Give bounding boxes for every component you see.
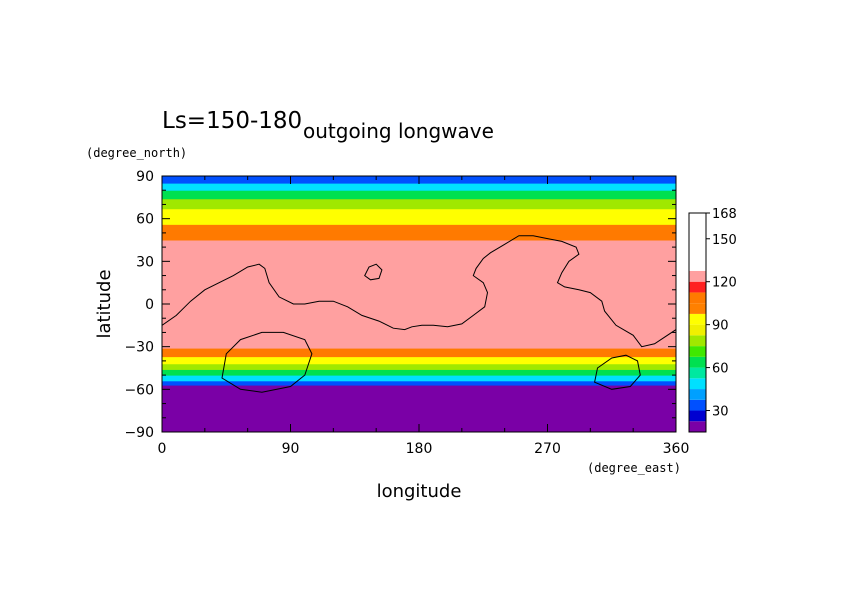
band-13 <box>162 190 676 200</box>
region-1 <box>554 242 676 276</box>
colorbar-segment-11 <box>689 303 706 314</box>
x-tick-label-4: 360 <box>663 441 690 457</box>
y-tick-label-5: −60 <box>124 382 154 398</box>
x-tick-label-3: 270 <box>534 441 561 457</box>
colorbar-segment-3 <box>689 389 706 400</box>
x-tick-label-0: 0 <box>158 441 167 457</box>
colorbar-segment-2 <box>689 399 706 411</box>
colorbar-label-2: 120 <box>712 276 737 291</box>
band-layer <box>162 176 676 432</box>
colorbar-segment-4 <box>689 378 706 390</box>
colorbar-label-4: 60 <box>712 362 729 377</box>
band-1 <box>162 380 676 386</box>
x-axis-label: longitude <box>377 481 462 502</box>
colorbar-segment-8 <box>689 335 706 347</box>
region-2 <box>162 286 205 322</box>
colorbar-segment-6 <box>689 356 706 368</box>
colorbar-segment-14 <box>689 270 706 282</box>
colorbar-segment-5 <box>689 367 706 379</box>
colorbar-segment-0 <box>689 421 706 432</box>
band-4 <box>162 363 676 370</box>
colorbar: 168 150 120 90 60 30 <box>688 207 737 433</box>
y-tick-label-3: 0 <box>145 297 154 313</box>
band-7 <box>162 335 676 349</box>
y-tick-label-6: −90 <box>124 425 154 441</box>
y-axis-label: latitude <box>94 269 115 338</box>
region-3 <box>239 265 305 327</box>
y-tick-label-2: 30 <box>136 254 154 270</box>
band-12 <box>162 198 676 210</box>
x-axis: 0 90 180 270 360 <box>158 176 690 457</box>
band-6 <box>162 348 676 358</box>
contour-line-3 <box>594 354 641 390</box>
x-tick-label-2: 180 <box>406 441 433 457</box>
chart-subtitle: Ls=150-180 <box>162 108 302 134</box>
colorbar-label-1: 150 <box>712 233 737 248</box>
y-tick-label-1: 60 <box>136 212 154 228</box>
x-tick-label-1: 90 <box>282 441 300 457</box>
y-tick-label-4: −30 <box>124 340 154 356</box>
band-3 <box>162 369 676 376</box>
band-14 <box>162 183 676 191</box>
colorbar-label-3: 90 <box>712 319 729 334</box>
contour-line-0 <box>162 235 676 348</box>
chart-title: outgoing longwave <box>303 119 494 143</box>
x-unit-label: (degree_east) <box>587 461 681 475</box>
y-axis: 90 60 30 0 −30 −60 −90 <box>124 169 676 441</box>
plot-area <box>161 175 677 433</box>
colorbar-segment-9 <box>689 324 706 336</box>
colorbar-segment-10 <box>689 313 706 325</box>
region-7 <box>256 281 264 297</box>
y-tick-label-0: 90 <box>136 169 154 185</box>
colorbar-segment-1 <box>689 410 706 422</box>
region-6 <box>590 261 676 329</box>
colorbar-segment-13 <box>689 281 706 293</box>
colorbar-label-0: 168 <box>712 207 737 222</box>
colorbar-segment-12 <box>689 292 706 304</box>
region-layer <box>162 242 676 336</box>
y-unit-label: (degree_north) <box>86 146 187 160</box>
band-5 <box>162 356 676 365</box>
colorbar-frame <box>688 212 707 433</box>
colorbar-segment-7 <box>689 346 706 357</box>
band-2 <box>162 375 676 382</box>
contour-layer <box>162 235 676 393</box>
band-10 <box>162 224 676 241</box>
contour-line-1 <box>364 263 383 281</box>
band-11 <box>162 208 676 225</box>
colorbar-label-5: 30 <box>712 405 729 420</box>
contour-line-2 <box>221 331 313 393</box>
region-4 <box>319 315 341 326</box>
